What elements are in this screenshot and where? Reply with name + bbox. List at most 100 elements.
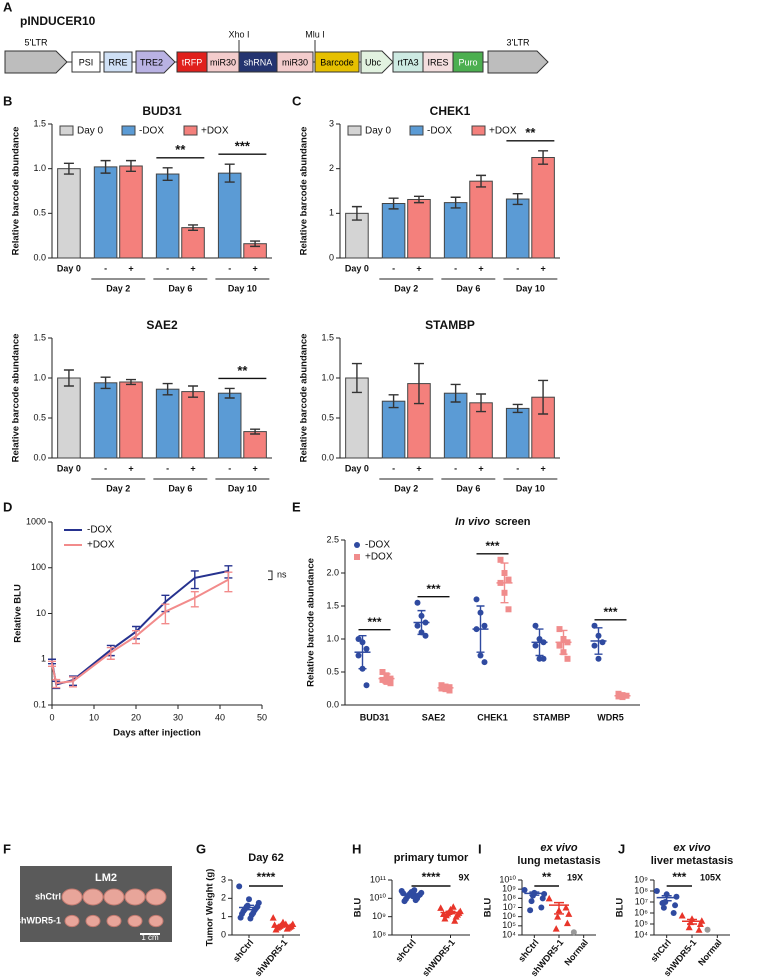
- point: [497, 556, 504, 563]
- y-axis-label: Relative barcode abundance: [299, 334, 310, 463]
- sig-label: ****: [422, 870, 441, 884]
- error-bar: [388, 394, 399, 409]
- y-tick-label: 3: [221, 874, 226, 884]
- x-tick-label: 50: [257, 712, 267, 722]
- x-tick-label: WDR5: [597, 712, 624, 722]
- error-bar: [413, 362, 424, 405]
- error-bar: [224, 163, 235, 183]
- point: [400, 890, 407, 897]
- point: [437, 904, 445, 911]
- sig-label: ****: [257, 870, 276, 884]
- y-tick-label: 100: [31, 562, 46, 572]
- x-tick-label: -: [392, 263, 395, 273]
- group-label: Day 10: [228, 283, 257, 293]
- x-tick-label: +: [416, 463, 421, 473]
- error-bar: [687, 918, 697, 925]
- point: [246, 896, 252, 903]
- point: [271, 921, 279, 928]
- panel-letter: E: [292, 499, 301, 514]
- y-tick-label: 1.5: [321, 332, 334, 342]
- sd-bar: [559, 629, 568, 655]
- element-label: Barcode: [320, 57, 354, 67]
- bar: [407, 198, 431, 259]
- y-tick-label: 1: [221, 911, 226, 921]
- point: [283, 925, 291, 932]
- fold-label: 9X: [459, 872, 470, 882]
- point: [659, 900, 666, 907]
- sig-label: ***: [367, 615, 381, 629]
- error-bar: [413, 195, 424, 204]
- group-label: Day 2: [394, 483, 418, 493]
- y-tick-label: 10¹⁰: [499, 874, 516, 884]
- point: [236, 883, 243, 890]
- bar: [505, 407, 530, 459]
- point: [696, 920, 704, 927]
- point: [704, 926, 711, 933]
- sig-label: **: [237, 363, 248, 378]
- chart-title-italic: In vivo: [455, 516, 490, 528]
- y-axis-label: Relative barcode abundance: [11, 334, 22, 463]
- photo-row-label: shCtrl: [35, 891, 61, 901]
- site-label: Xho I: [228, 29, 249, 39]
- x-tick-label: -: [516, 263, 519, 273]
- y-tick-label: 2.0: [326, 567, 339, 577]
- point: [505, 606, 512, 613]
- group-label: Day 6: [168, 283, 192, 293]
- point: [440, 910, 447, 917]
- panel-letter: F: [3, 841, 11, 856]
- error-bar: [554, 901, 564, 915]
- group-label: Day 10: [516, 483, 545, 493]
- point: [363, 682, 370, 689]
- x-tick-label: 0: [49, 712, 54, 722]
- y-tick-label: 0.5: [33, 208, 46, 218]
- y-tick-label: 1000: [26, 516, 46, 526]
- x-tick-label: +: [190, 463, 195, 473]
- legend-label: +DOX: [365, 552, 393, 563]
- tumor: [148, 914, 164, 928]
- y-tick-label: 2: [221, 893, 226, 903]
- group-label: Day 2: [394, 283, 418, 293]
- fold-label: 105X: [700, 872, 721, 882]
- group-label: Day 6: [456, 483, 480, 493]
- point: [552, 925, 560, 932]
- y-tick-label: 1: [41, 654, 46, 664]
- x-tick-label: +: [128, 463, 133, 473]
- point: [422, 632, 429, 639]
- point: [685, 923, 693, 931]
- x-tick-label: -: [104, 463, 107, 473]
- construct-element: [135, 50, 176, 74]
- legend-swatch: [183, 125, 198, 136]
- error-bar: [512, 192, 523, 206]
- element-label: rtTA3: [397, 57, 418, 67]
- panel-letter: J: [618, 841, 625, 856]
- y-tick-label: 1.0: [326, 633, 339, 643]
- point: [473, 596, 480, 603]
- sd-bar: [535, 628, 544, 657]
- element-label: IRES: [427, 57, 448, 67]
- point: [527, 907, 534, 914]
- tumor: [85, 914, 101, 928]
- sig-label: **: [175, 142, 186, 157]
- chart-title: lung metastasis: [517, 855, 600, 867]
- point: [477, 652, 484, 659]
- sig-label: ***: [426, 582, 440, 596]
- point: [355, 636, 362, 642]
- y-axis-label: Relative barcode abundance: [299, 127, 310, 256]
- error-bar: [450, 383, 461, 403]
- chart-title: STAMBP: [425, 318, 475, 332]
- y-tick-label: 10⁸: [502, 893, 516, 903]
- x-tick-label: -: [228, 263, 231, 273]
- y-tick-label: 10⁹: [372, 911, 386, 921]
- point: [562, 904, 570, 911]
- tumor: [61, 888, 83, 906]
- x-tick-label: +: [252, 263, 257, 273]
- x-tick-label: Day 0: [345, 263, 369, 273]
- legend-label: Day 0: [77, 126, 104, 137]
- construct-element: [314, 51, 360, 73]
- x-tick-label: 20: [131, 712, 141, 722]
- y-tick-label: 10⁶: [634, 907, 648, 917]
- legend-swatch: [409, 125, 424, 136]
- x-tick-label: -: [516, 463, 519, 473]
- point: [355, 652, 362, 659]
- x-tick-label: +: [478, 263, 483, 273]
